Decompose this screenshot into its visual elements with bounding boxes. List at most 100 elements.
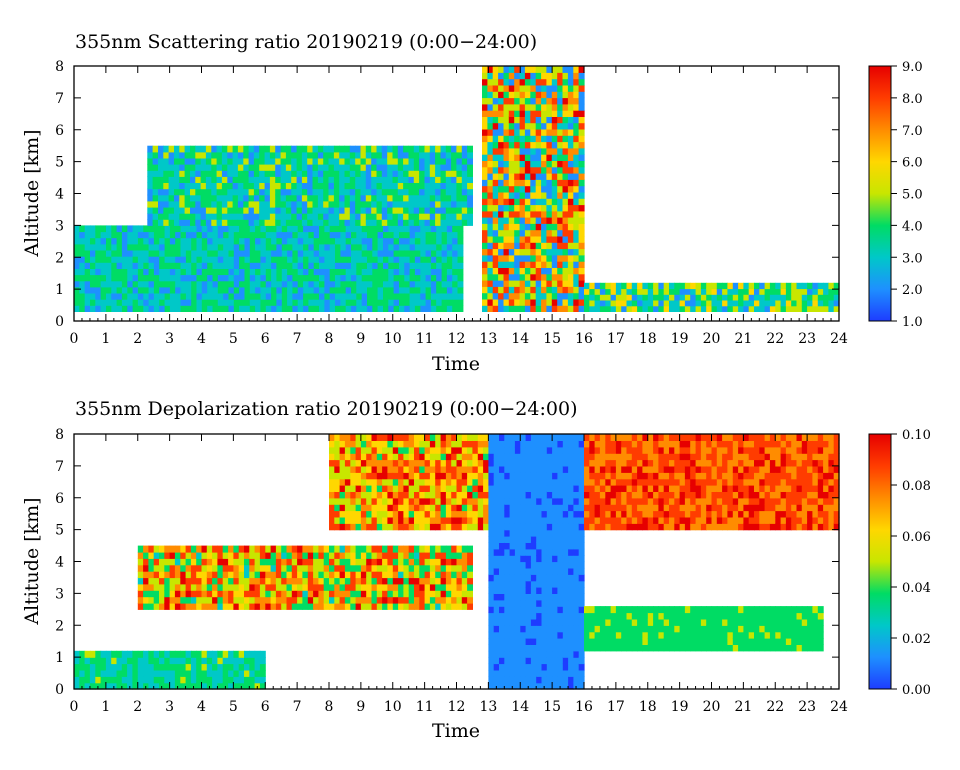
heatmap-cell — [355, 207, 362, 214]
heatmap-cell — [249, 682, 256, 690]
heatmap-cell — [509, 644, 516, 652]
heatmap-cell — [345, 225, 352, 233]
heatmap-cell — [546, 217, 553, 224]
heatmap-cell — [397, 145, 404, 153]
heatmap-cell — [244, 305, 251, 312]
heatmap-cell — [451, 213, 457, 220]
heatmap-cell — [546, 147, 553, 155]
heatmap-cell — [722, 300, 728, 307]
heatmap-cell — [222, 583, 229, 591]
heatmap-cell — [408, 194, 415, 202]
heatmap-cell — [498, 97, 505, 105]
heatmap-cell — [392, 577, 399, 585]
heatmap-cell — [472, 446, 479, 454]
heatmap-cell — [669, 300, 675, 307]
heatmap-cell — [519, 147, 526, 155]
heatmap-cell — [493, 529, 500, 537]
heatmap-cell — [525, 497, 532, 505]
heatmap-cell — [339, 182, 346, 190]
heatmap-cell — [568, 682, 574, 690]
heatmap-cell — [557, 217, 564, 224]
heatmap-cell — [520, 567, 527, 575]
heatmap-cell — [243, 207, 250, 214]
heatmap-cell — [388, 250, 395, 257]
heatmap-cell — [207, 250, 214, 257]
heatmap-cell — [594, 305, 601, 312]
heatmap-cell — [132, 299, 139, 306]
heatmap-cell — [356, 262, 363, 269]
heatmap-cell — [487, 235, 494, 243]
heatmap-cell — [493, 574, 500, 582]
heatmap-cell — [541, 110, 548, 117]
heatmap-cell — [499, 465, 505, 473]
heatmap-cell — [573, 504, 580, 512]
heatmap-cell — [387, 176, 394, 183]
heatmap-cell — [567, 210, 574, 218]
heatmap-cell — [372, 280, 379, 288]
heatmap-cell — [557, 110, 564, 117]
heatmap-cell — [573, 516, 580, 524]
heatmap-cell — [503, 147, 510, 155]
heatmap-cell — [297, 545, 303, 553]
heatmap-cell — [499, 638, 505, 645]
heatmap-cell — [275, 213, 282, 220]
heatmap-cell — [152, 188, 159, 196]
heatmap-cell — [361, 293, 368, 300]
heatmap-cell — [637, 288, 643, 295]
heatmap-cell — [174, 188, 180, 196]
heatmap-cell — [567, 298, 574, 306]
heatmap-cell — [573, 465, 580, 473]
heatmap-cell — [349, 213, 356, 220]
heatmap-cell — [334, 465, 341, 473]
heatmap-cell — [355, 551, 362, 559]
heatmap-cell — [392, 596, 399, 604]
heatmap-cell — [562, 198, 569, 206]
heatmap-cell — [227, 207, 234, 214]
heatmap-cell — [334, 440, 341, 448]
heatmap-cell — [211, 151, 218, 159]
heatmap-cell — [514, 523, 521, 531]
heatmap-cell — [467, 188, 473, 196]
x-tick-label: 0 — [70, 331, 79, 347]
heatmap-cell — [535, 185, 542, 193]
heatmap-cell — [264, 170, 271, 177]
heatmap-cell — [360, 164, 367, 171]
heatmap-cell — [328, 188, 335, 196]
heatmap-cell — [514, 478, 521, 486]
heatmap-cell — [525, 625, 532, 633]
heatmap-cell — [487, 110, 494, 117]
heatmap-cell — [498, 198, 505, 206]
heatmap-cell — [221, 194, 228, 202]
heatmap-cell — [366, 472, 373, 480]
heatmap-cell — [143, 256, 150, 263]
heatmap-cell — [398, 497, 404, 505]
heatmap-cell — [530, 638, 537, 645]
heatmap-cell — [201, 286, 208, 294]
heatmap-cell — [429, 219, 436, 226]
heatmap-cell — [329, 472, 335, 480]
heatmap-cell — [275, 571, 282, 579]
heatmap-cell — [319, 250, 325, 257]
heatmap-cell — [457, 256, 464, 263]
heatmap-cell — [174, 676, 181, 684]
heatmap-cell — [435, 157, 441, 165]
heatmap-cell — [324, 237, 331, 245]
heatmap-cell — [105, 669, 112, 677]
heatmap-cell — [509, 593, 516, 601]
heatmap-cell — [430, 243, 437, 251]
heatmap-cell — [456, 596, 463, 604]
heatmap-cell — [451, 551, 458, 559]
heatmap-cell — [435, 497, 442, 505]
heatmap-cell — [573, 529, 580, 537]
heatmap-cell — [525, 631, 532, 639]
heatmap-cell — [514, 97, 521, 105]
heatmap-cell — [520, 599, 527, 607]
heatmap-cell — [504, 465, 511, 473]
heatmap-cell — [403, 583, 410, 591]
heatmap-cell — [137, 590, 144, 598]
heatmap-cell — [525, 612, 532, 620]
heatmap-cell — [414, 225, 421, 233]
heatmap-cell — [440, 188, 447, 196]
heatmap-cell — [217, 305, 224, 312]
heatmap-cell — [695, 282, 702, 290]
